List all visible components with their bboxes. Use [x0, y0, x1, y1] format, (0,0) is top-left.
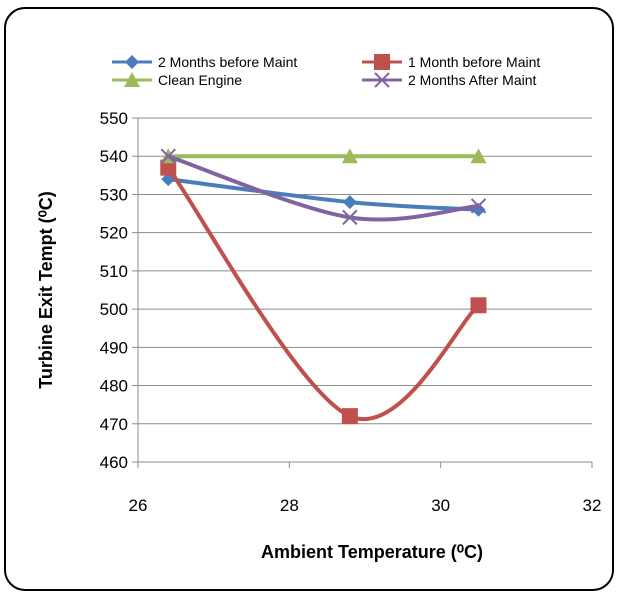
data-point: [160, 159, 177, 176]
data-point: [160, 148, 176, 164]
legend-swatch-marker: [124, 72, 140, 87]
data-point-stroke: [342, 209, 358, 226]
axes: [132, 117, 593, 468]
legend-item: 2 Months After Maint: [362, 72, 537, 88]
y-tick-label: 510: [100, 262, 128, 281]
y-tick-label: 530: [100, 185, 128, 204]
legend-swatch-marker: [374, 54, 390, 70]
data-point: [470, 148, 487, 164]
x-tick-label: 32: [583, 496, 602, 515]
legend-label: 2 Months before Maint: [158, 54, 297, 70]
y-tick-label: 480: [100, 377, 128, 396]
x-tick-label: 26: [129, 496, 148, 515]
data-point: [470, 297, 487, 314]
y-tick-label: 460: [100, 453, 128, 472]
x-tick-label: 30: [431, 496, 450, 515]
legend: 2 Months before Maint 1 Month before Main…: [112, 54, 540, 88]
legend-label: 1 Month before Maint: [408, 54, 540, 70]
legend-swatch-marker: [374, 72, 390, 88]
data-point: [341, 408, 358, 425]
x-axis-title: Ambient Temperature (⁰C): [261, 542, 483, 562]
y-tick-label: 470: [100, 415, 128, 434]
legend-swatch-marker: [125, 55, 139, 69]
series-lines: [160, 148, 487, 425]
data-point: [342, 195, 357, 210]
x-tick-label: 28: [280, 496, 299, 515]
data-point: [342, 209, 358, 226]
chart-border: [4, 7, 614, 591]
y-axis-title: Turbine Exit Tempt (⁰C): [36, 191, 56, 389]
data-point: [341, 148, 358, 164]
legend-label: Clean Engine: [158, 72, 242, 88]
y-tick-label: 520: [100, 224, 128, 243]
tick-labels: 460 470 480 490 500 510 520 530 540 550 26 28 30 32: [100, 109, 602, 515]
y-tick-label: 490: [100, 338, 128, 357]
legend-item: Clean Engine: [112, 72, 242, 88]
data-point-stroke: [160, 148, 176, 164]
legend-label: 2 Months After Maint: [408, 72, 537, 88]
legend-item: 2 Months before Maint: [112, 54, 297, 70]
legend-swatch-marker-stroke: [374, 72, 390, 88]
data-point: [470, 198, 487, 214]
data-point-stroke: [470, 198, 487, 214]
y-tick-label: 500: [100, 300, 128, 319]
y-tick-label: 540: [100, 147, 128, 166]
legend-item: 1 Month before Maint: [362, 54, 540, 70]
y-tick-label: 550: [100, 109, 128, 128]
